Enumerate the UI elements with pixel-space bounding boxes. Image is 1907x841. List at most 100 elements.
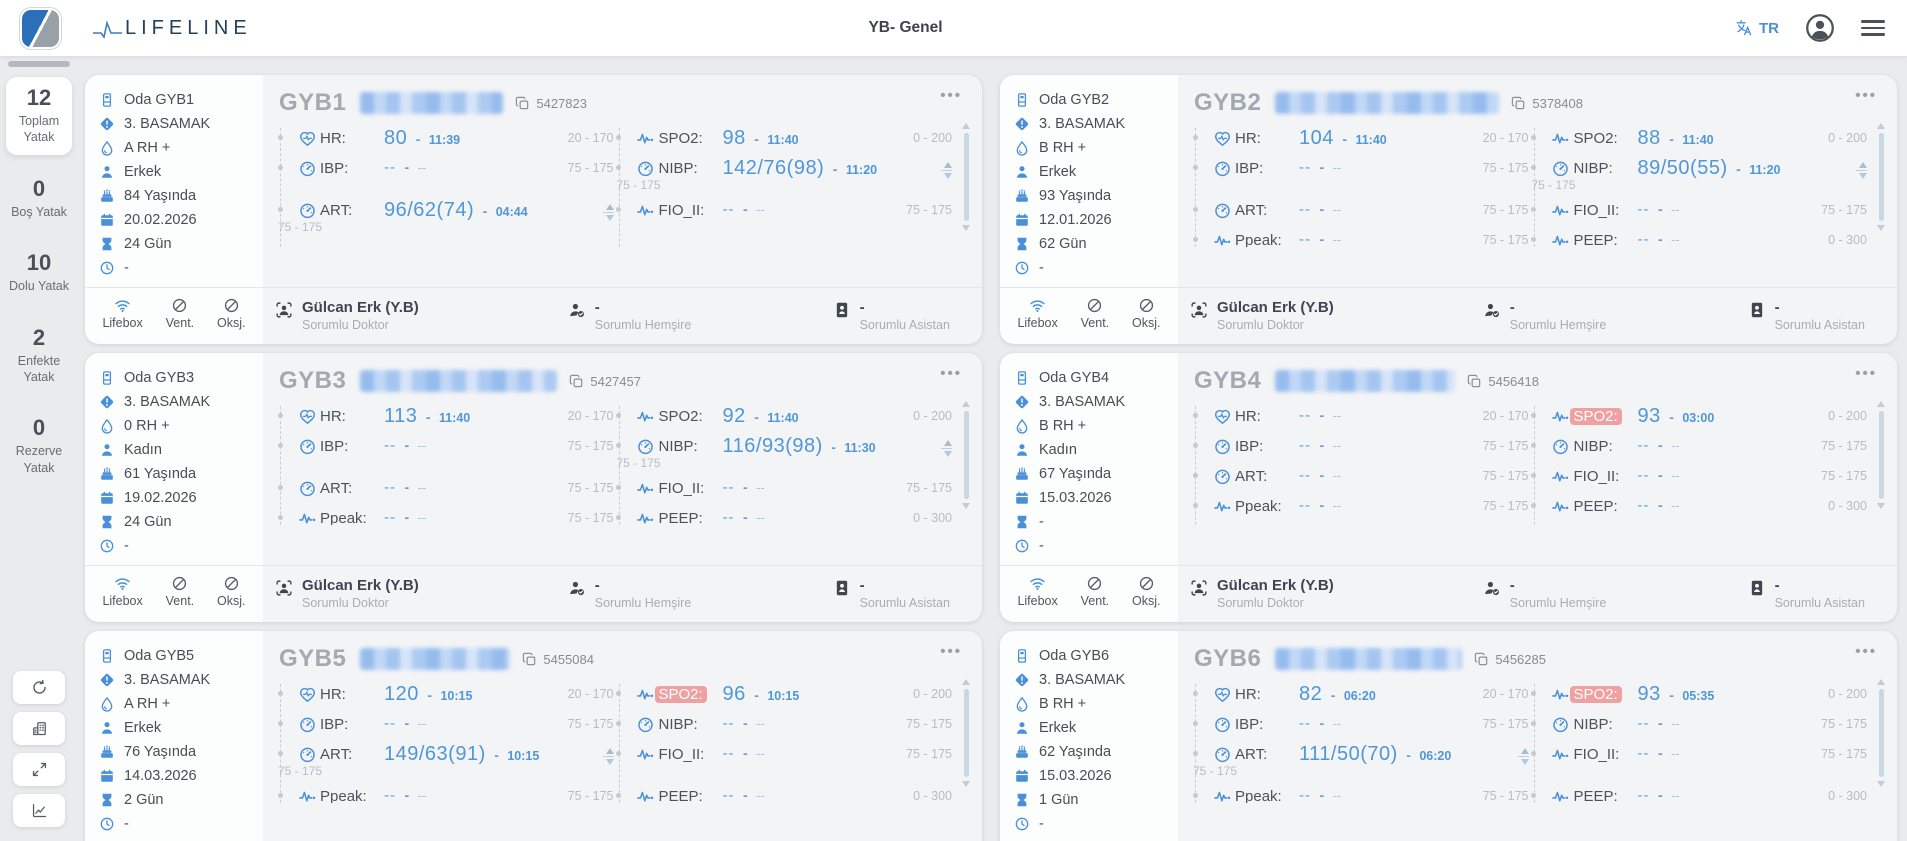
scrollbar-thumb[interactable] [963,133,969,221]
step-down-icon[interactable] [944,173,952,180]
vital-timestamp: 10:15 [440,688,473,703]
scroll-up-icon[interactable] [962,401,970,407]
value-stepper[interactable] [941,161,952,180]
scroll-up-icon[interactable] [1877,123,1885,129]
scroll-down-icon[interactable] [962,225,970,231]
lifebox-status[interactable]: Lifebox [102,297,143,330]
vital-range-text: 20 - 170 [567,131,614,145]
ventilator-status[interactable]: Vent. [1081,297,1109,330]
tool-building-button[interactable] [13,712,65,745]
app-logo[interactable]: LIFELINE [93,15,252,41]
timeline-dot [277,207,283,212]
vital-row: FIO_II: -- - -- 75 - 175 [616,195,952,225]
sidebar-scrollbar[interactable] [8,61,70,67]
value-stepper[interactable] [1517,747,1529,766]
lifebox-status[interactable]: Lifebox [1017,575,1058,608]
oxygen-status[interactable]: Oksj. [1132,297,1161,330]
tool-fullscreen-button[interactable] [13,753,65,786]
vitals-scrollbar[interactable] [1876,123,1886,251]
scrollbar-thumb[interactable] [1878,133,1884,221]
patient-info-list: Oda GYB3 3. BASAMAK 0 RH + Kadın 61 Yaşında 1… [99,366,255,558]
oxygen-status[interactable]: Oksj. [1132,575,1161,608]
scroll-down-icon[interactable] [962,503,970,509]
language-switcher[interactable]: TR [1735,19,1779,37]
hourglass-icon [1014,514,1030,530]
step-down-icon[interactable] [944,451,952,458]
card-menu-button[interactable]: ••• [1855,643,1877,660]
vitals-scrollbar[interactable] [961,679,971,807]
scroll-down-icon[interactable] [1877,781,1885,787]
ventilator-status[interactable]: Vent. [166,575,194,608]
bed-stat-2[interactable]: 10 Dolu Yatak [6,242,72,303]
oxygen-status[interactable]: Oksj. [217,575,246,608]
step-down-icon[interactable] [1859,173,1867,180]
assistant-name: - [1774,576,1780,594]
step-up-icon[interactable] [1520,747,1529,754]
card-menu-button[interactable]: ••• [940,365,962,382]
app-logo-icon[interactable] [22,9,59,47]
card-menu-button[interactable]: ••• [1855,87,1877,104]
card-header: GYB6 5456285 ••• [1178,631,1897,672]
copy-icon[interactable] [569,374,584,389]
scroll-up-icon[interactable] [1877,401,1885,407]
card-menu-button[interactable]: ••• [1855,365,1877,382]
value-stepper[interactable] [602,747,614,766]
ventilator-status[interactable]: Vent. [166,297,194,330]
value-stepper[interactable] [1856,161,1867,180]
user-avatar[interactable] [1805,13,1835,43]
scroll-up-icon[interactable] [1877,679,1885,685]
info-level-text: 3. BASAMAK [1039,394,1126,410]
copy-icon[interactable] [1474,652,1489,667]
card-main: GYB1 5427823 ••• HR: 80 - 11:39 20 - 170… [263,75,982,344]
copy-icon[interactable] [515,96,530,111]
step-up-icon[interactable] [605,203,614,210]
step-up-icon[interactable] [944,439,952,446]
step-up-icon[interactable] [944,161,952,168]
value-stepper[interactable] [602,203,614,222]
scrollbar-thumb[interactable] [1878,411,1884,499]
step-up-icon[interactable] [605,747,614,754]
lifebox-status[interactable]: Lifebox [102,575,143,608]
card-menu-button[interactable]: ••• [940,643,962,660]
vital-range [552,199,614,222]
scroll-down-icon[interactable] [1877,225,1885,231]
vitals-scrollbar[interactable] [1876,679,1886,807]
scrollbar-thumb[interactable] [1878,689,1884,777]
value-separator: - [1736,160,1741,177]
vitals-scrollbar[interactable] [961,401,971,529]
scroll-up-icon[interactable] [962,679,970,685]
assistant-role-label: Sorumlu Asistan [1774,596,1865,611]
oxygen-status[interactable]: Oksj. [217,297,246,330]
vitals-scrollbar[interactable] [1876,401,1886,529]
bed-stat-3[interactable]: 2 Enfekte Yatak [6,317,72,395]
ventilator-status[interactable]: Vent. [1081,575,1109,608]
tool-refresh-button[interactable] [13,671,65,704]
card-menu-button[interactable]: ••• [940,87,962,104]
copy-icon[interactable] [522,652,537,667]
scroll-down-icon[interactable] [1877,503,1885,509]
value-stepper[interactable] [941,439,952,458]
step-down-icon[interactable] [605,759,614,766]
vitals-section: HR: 113 - 11:40 20 - 170 IBP: -- - -- 75… [263,393,982,549]
info-age: 67 Yaşında [1014,462,1170,486]
vital-range: 20 - 170 [1467,131,1529,145]
gauge-icon [1209,159,1235,178]
step-down-icon[interactable] [1520,759,1529,766]
scroll-down-icon[interactable] [962,781,970,787]
vitals-scrollbar[interactable] [961,123,971,251]
info-stay_days-text: 24 Gün [124,514,172,530]
copy-icon[interactable] [1467,374,1482,389]
hamburger-menu[interactable] [1861,20,1885,36]
hourglass-icon [1014,792,1030,808]
copy-icon[interactable] [1511,96,1526,111]
tool-chart-button[interactable] [13,794,65,827]
step-up-icon[interactable] [1859,161,1867,168]
bed-stat-1[interactable]: 0 Boş Yatak [6,168,72,229]
step-down-icon[interactable] [605,215,614,222]
scrollbar-thumb[interactable] [963,689,969,777]
bed-stat-4[interactable]: 0 Rezerve Yatak [6,407,72,485]
lifebox-status[interactable]: Lifebox [1017,297,1058,330]
bed-stat-0[interactable]: 12 Toplam Yatak [6,77,72,155]
scroll-up-icon[interactable] [962,123,970,129]
scrollbar-thumb[interactable] [963,411,969,499]
